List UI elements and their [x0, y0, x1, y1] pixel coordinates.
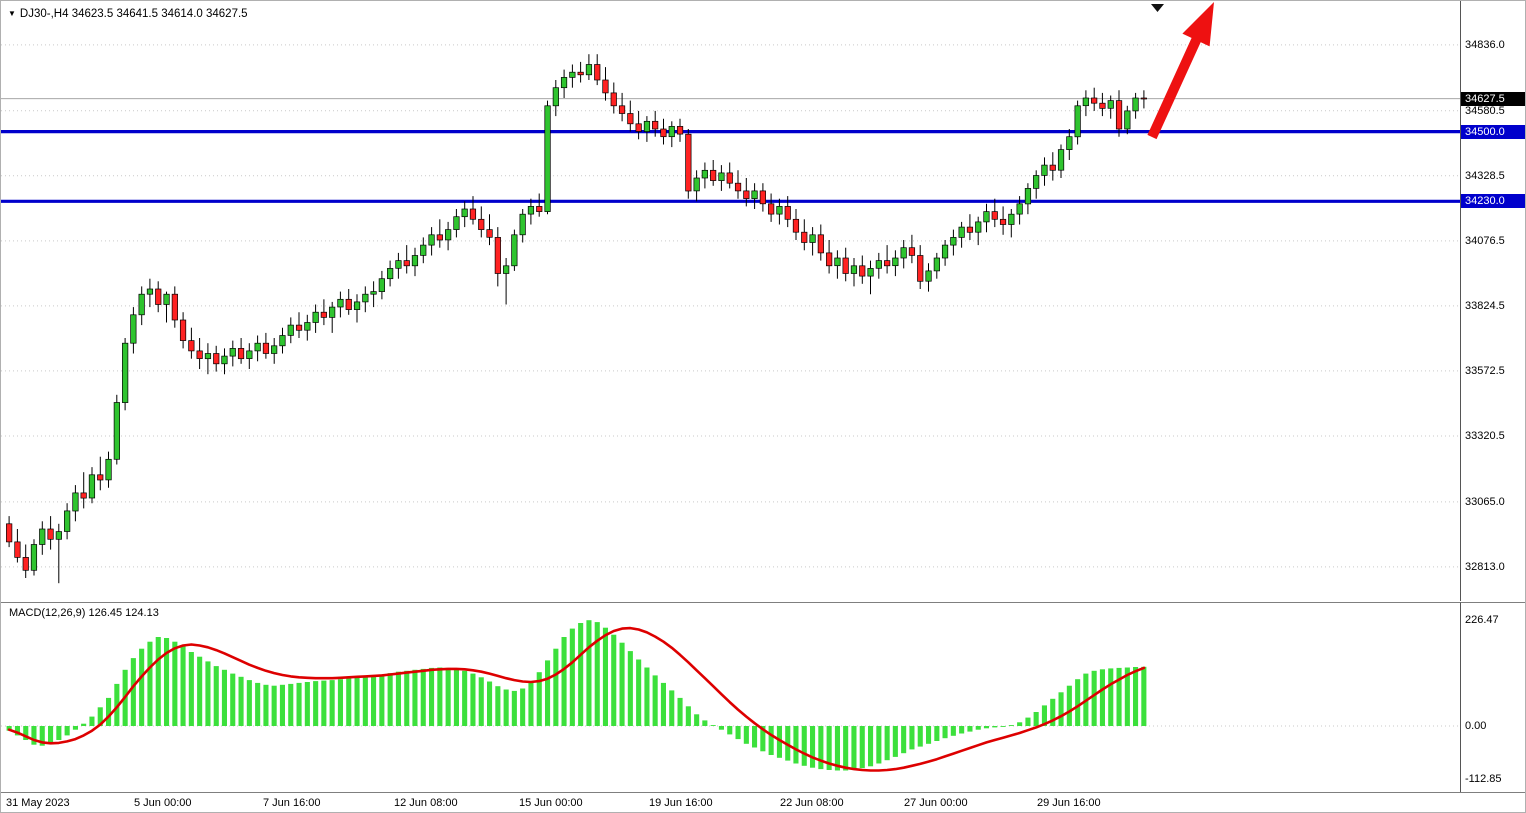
price-tick-label: 33320.5 — [1465, 430, 1505, 442]
time-tick-label: 12 Jun 08:00 — [394, 797, 458, 809]
candlestick-chart-canvas[interactable] — [1, 1, 1460, 601]
symbol-dropdown-icon[interactable]: ▼ — [8, 9, 16, 18]
chart-header: ▼ DJ30-,H4 34623.5 34641.5 34614.0 34627… — [8, 8, 248, 20]
time-tick-label: 15 Jun 00:00 — [519, 797, 583, 809]
macd-indicator-label: MACD(12,26,9) 126.45 124.13 — [9, 607, 159, 619]
trend-arrow-annotation[interactable] — [1147, 2, 1214, 140]
macd-tick-label: -112.85 — [1465, 772, 1502, 785]
macd-value-axis: 226.47 0.00 -112.85 — [1460, 602, 1525, 792]
time-tick-label: 5 Jun 00:00 — [134, 797, 192, 809]
time-tick-label: 29 Jun 16:00 — [1037, 797, 1101, 809]
price-tick-label: 34328.5 — [1465, 169, 1505, 182]
macd-indicator-panel[interactable]: MACD(12,26,9) 126.45 124.13 — [1, 602, 1460, 793]
main-price-chart[interactable] — [1, 1, 1460, 601]
object-anchor-marker — [1151, 4, 1164, 12]
macd-histogram — [6, 620, 1147, 771]
time-tick-label: 22 Jun 08:00 — [780, 797, 844, 809]
symbol-ohlc-label: DJ30-,H4 34623.5 34641.5 34614.0 34627.5 — [19, 8, 248, 20]
time-tick-label: 19 Jun 16:00 — [649, 797, 713, 809]
time-tick-label: 31 May 2023 — [6, 797, 70, 809]
price-tick-label: 33065.0 — [1465, 495, 1505, 508]
level-price-badge: 34500.0 — [1461, 124, 1525, 139]
level-price-badge: 34230.0 — [1461, 194, 1525, 209]
current-price-badge: 34627.5 — [1461, 91, 1525, 106]
price-tick-label: 34076.5 — [1465, 234, 1505, 247]
price-tick-label: 33824.5 — [1465, 299, 1505, 312]
price-axis: 34836.0 34580.5 34328.5 34076.5 33824.5 33572… — [1460, 1, 1525, 601]
price-tick-label: 34580.5 — [1465, 104, 1505, 117]
macd-tick-label: 0.00 — [1465, 720, 1487, 732]
price-tick-label: 32813.0 — [1465, 560, 1505, 573]
macd-tick-label: 226.47 — [1465, 614, 1499, 626]
candles — [6, 54, 1147, 584]
macd-chart-canvas[interactable] — [1, 603, 1460, 793]
time-tick-label: 27 Jun 00:00 — [904, 797, 968, 809]
time-tick-label: 7 Jun 16:00 — [263, 797, 321, 809]
price-tick-label: 33572.5 — [1465, 364, 1505, 377]
time-axis: 31 May 2023 5 Jun 00:00 7 Jun 16:00 12 Jun … — [1, 792, 1525, 812]
price-tick-label: 34836.0 — [1465, 38, 1505, 51]
macd-signal-line — [7, 626, 1146, 772]
